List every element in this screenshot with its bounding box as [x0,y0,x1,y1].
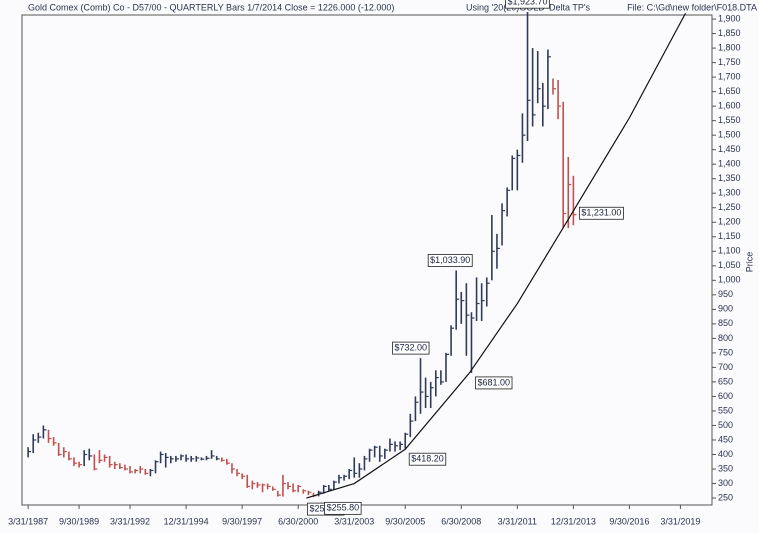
x-tick-label: 12/31/2013 [551,516,596,526]
y-tick-label: 900 [718,304,733,314]
y-tick-label: 1,300 [718,188,741,198]
x-tick-label: 3/31/1992 [110,516,150,526]
y-tick-label: 1,050 [718,260,741,270]
y-tick-label: 1,550 [718,115,741,125]
annotation-label: $418.20 [411,454,444,464]
annotation-box [505,0,550,9]
y-tick-label: 650 [718,376,733,386]
y-tick-label: 700 [718,362,733,372]
y-tick-label: 500 [718,420,733,430]
y-tick-label: 1,600 [718,101,741,111]
x-tick-label: 9/30/1989 [59,516,99,526]
y-tick-label: 1,700 [718,71,741,81]
annotation-box [324,501,362,515]
y-tick-label: 1,000 [718,275,741,285]
y-tick-label: 1,900 [718,13,741,23]
y-tick-label: 1,100 [718,246,741,256]
y-tick-label: 1,750 [718,57,741,67]
y-tick-label: 800 [718,333,733,343]
annotation-label: $1,923.70 [508,0,548,7]
file-label: File: C:\Gd\new folder\F018.DTA [627,2,757,12]
y-tick-label: 450 [718,434,733,444]
annotation-box [475,376,513,390]
y-tick-label: 750 [718,347,733,357]
y-axis-label: Price [744,252,754,273]
y-tick-label: 400 [718,449,733,459]
annotation-label: $732.00 [395,342,428,352]
y-tick-label: 350 [718,463,733,473]
x-tick-label: 9/30/2016 [609,516,649,526]
annotation-label: $1,231.00 [581,208,621,218]
y-tick-label: 1,150 [718,231,741,241]
x-tick-label: 9/30/1997 [222,516,262,526]
x-tick-label: 6/30/2008 [441,516,481,526]
annotation-box [392,341,430,355]
y-tick-label: 300 [718,478,733,488]
x-tick-label: 6/30/2000 [278,516,318,526]
trend-curve [306,12,687,499]
y-tick-label: 850 [718,318,733,328]
y-tick-label: 1,450 [718,144,741,154]
y-tick-label: 1,250 [718,202,741,212]
annotation-box [427,254,473,267]
x-tick-label: 3/31/2003 [334,516,374,526]
x-tick-label: 12/31/1994 [164,516,209,526]
y-tick-label: 1,850 [718,28,741,38]
y-tick-label: 550 [718,405,733,415]
annotation-box [408,452,447,466]
y-tick-label: 1,800 [718,42,741,52]
y-tick-label: 1,350 [718,173,741,183]
annotation-label: $255.80 [327,503,360,513]
annotation-label: $1,033.90 [430,255,470,265]
y-tick-label: 1,400 [718,159,741,169]
y-tick-label: 250 [718,492,733,502]
x-tick-label: 3/31/2019 [660,516,700,526]
annotation-label: $681.00 [477,377,510,387]
x-tick-label: 3/31/1987 [8,516,48,526]
x-tick-label: 3/31/2011 [498,516,537,526]
y-tick-label: 1,650 [718,86,741,96]
plot-frame [21,14,713,506]
y-tick-label: 600 [718,391,733,401]
y-tick-label: 1,200 [718,217,741,227]
x-tick-label: 9/30/2005 [385,516,425,526]
annotation-box [578,206,624,220]
y-tick-label: 1,500 [718,130,741,140]
chart-title: Gold Comex (Comb) Co - D57/00 - QUARTERL… [28,2,394,12]
y-tick-label: 950 [718,289,733,299]
